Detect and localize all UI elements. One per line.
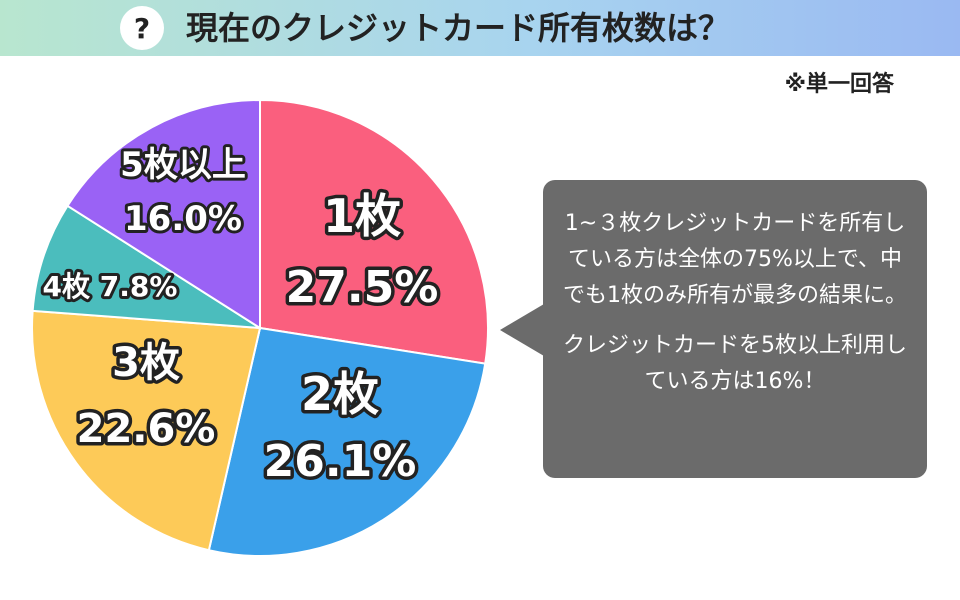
summary-callout: 1~３枚クレジットカードを所有している方は全体の75%以上で、中でも1枚のみ所有… bbox=[543, 180, 927, 478]
slice-label-value-2: 26.1% bbox=[264, 436, 417, 487]
slice-label-value-3: 22.6% bbox=[77, 406, 216, 452]
callout-pointer bbox=[500, 304, 544, 356]
slice-label-4: 4枚 7.8% bbox=[43, 270, 178, 303]
slice-label-category-5: 5枚以上 bbox=[120, 145, 246, 185]
slice-label-category-1: 1枚 bbox=[323, 189, 401, 243]
page-title: 現在のクレジットカード所有枚数は？ bbox=[186, 9, 731, 47]
single-answer-note: ※単一回答 bbox=[784, 72, 894, 97]
question-icon: ? bbox=[120, 6, 164, 50]
pie-slice-3 bbox=[31, 309, 262, 552]
pie-slice-4 bbox=[31, 204, 261, 329]
slice-label-category-3: 3枚 bbox=[112, 340, 180, 386]
callout-text-2: クレジットカードを5枚以上利用している方は16%！ bbox=[563, 333, 907, 394]
header-banner: ? 現在のクレジットカード所有枚数は？ bbox=[0, 0, 960, 56]
callout-text-1: 1~３枚クレジットカードを所有している方は全体の75%以上で、中でも1枚のみ所有… bbox=[563, 211, 907, 308]
pie-slice-5 bbox=[66, 98, 261, 330]
pie-slice-1 bbox=[259, 98, 489, 365]
pie-slice-2 bbox=[207, 326, 487, 557]
slice-label-value-1: 27.5% bbox=[286, 262, 439, 313]
slice-label-value-5: 16.0% bbox=[124, 199, 242, 239]
slice-label-category-2: 2枚 bbox=[301, 367, 379, 421]
